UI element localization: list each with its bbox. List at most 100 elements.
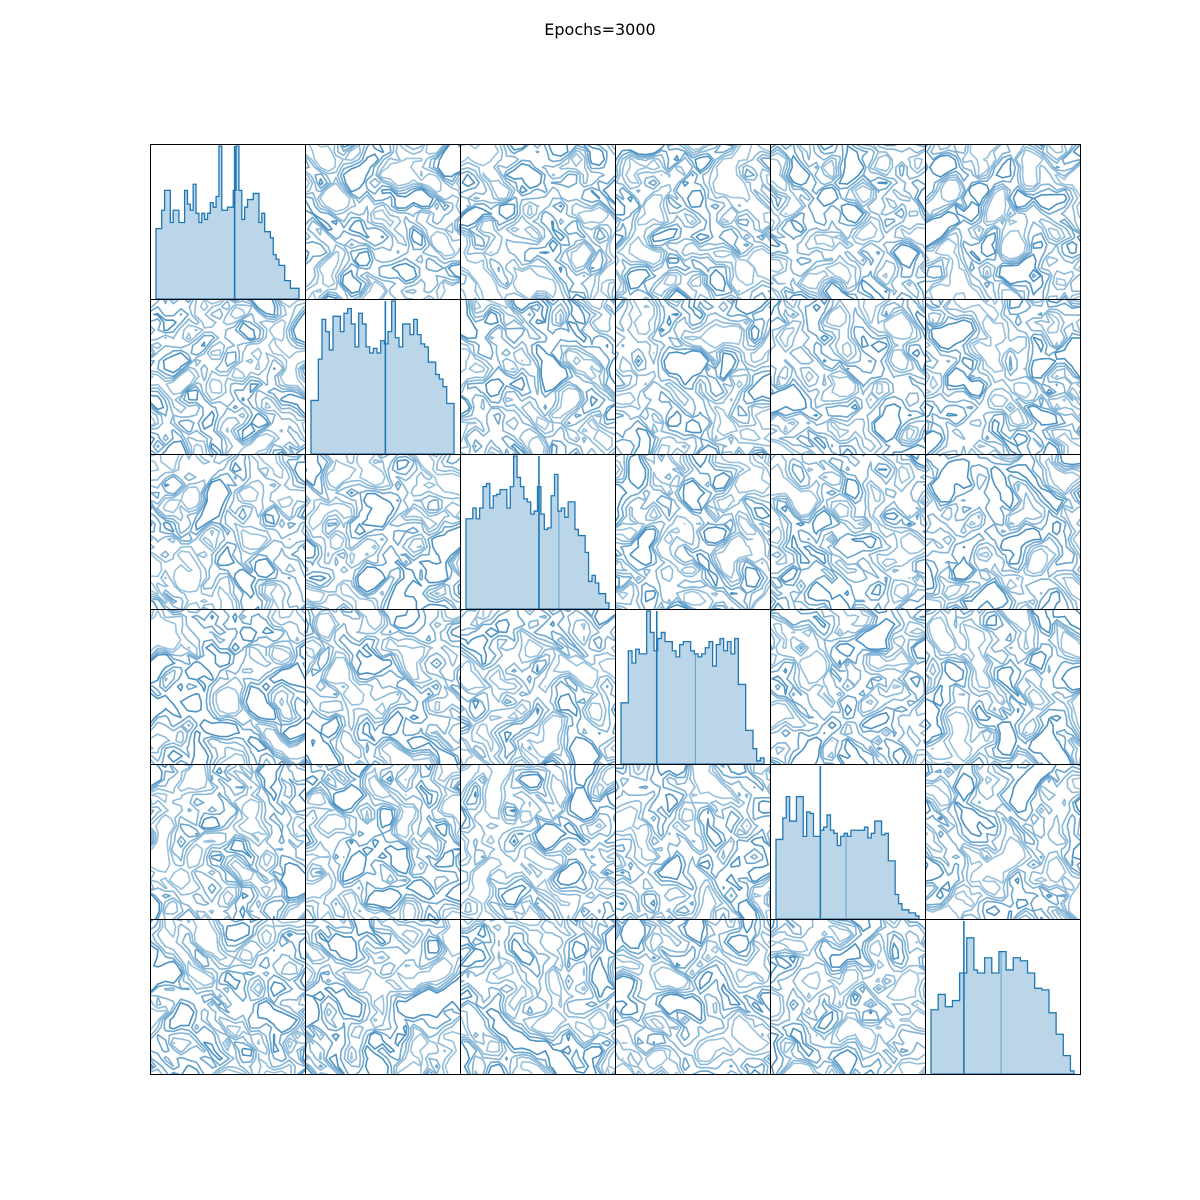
- contour-panel: [925, 299, 1081, 455]
- contour-level: [150, 609, 305, 764]
- contour-panel: [460, 144, 616, 300]
- contour-level: [305, 609, 460, 764]
- contour-level: [305, 454, 460, 609]
- diagonal-histogram-panel: [305, 299, 461, 455]
- contour-panel: [305, 454, 461, 610]
- contour-level: [150, 299, 305, 454]
- contour-level: [770, 454, 925, 609]
- contour-panel: [925, 609, 1081, 765]
- contour-level: [615, 454, 770, 609]
- contour-level: [615, 299, 770, 454]
- contour-panel: [615, 919, 771, 1075]
- contour-panel: [305, 919, 461, 1075]
- contour-level: [460, 299, 615, 454]
- contour-level: [615, 764, 770, 919]
- contour-level: [460, 919, 615, 1074]
- contour-level: [615, 454, 770, 609]
- contour-panel: [305, 764, 461, 920]
- contour-level: [925, 609, 1080, 764]
- contour-level: [770, 299, 925, 454]
- contour-panel: [615, 299, 771, 455]
- contour-level: [615, 764, 770, 919]
- contour-level: [925, 764, 1080, 919]
- contour-panel: [925, 764, 1081, 920]
- contour-level: [460, 609, 615, 764]
- contour-level: [305, 764, 460, 919]
- contour-level: [460, 919, 615, 1074]
- contour-level: [925, 144, 1080, 296]
- contour-level: [770, 299, 925, 454]
- histogram-bars: [465, 455, 610, 609]
- contour-level: [150, 609, 305, 764]
- contour-level: [305, 609, 460, 764]
- contour-panel: [770, 144, 926, 300]
- contour-panel: [150, 299, 306, 455]
- contour-level: [150, 454, 294, 609]
- contour-level: [305, 919, 460, 1074]
- contour-level: [150, 299, 305, 454]
- contour-level: [770, 609, 925, 764]
- contour-level: [770, 144, 925, 299]
- contour-level: [615, 299, 770, 454]
- contour-panel: [770, 299, 926, 455]
- contour-level: [150, 764, 305, 919]
- contour-level: [770, 144, 925, 299]
- contour-level: [460, 299, 615, 454]
- contour-level: [615, 764, 770, 919]
- contour-level: [460, 764, 615, 919]
- contour-level: [305, 144, 460, 299]
- diagonal-histogram-panel: [150, 144, 306, 300]
- contour-level: [150, 454, 305, 609]
- contour-level: [615, 299, 770, 454]
- contour-level: [460, 609, 615, 764]
- contour-level: [770, 919, 925, 1074]
- contour-level: [150, 919, 305, 1074]
- contour-level: [770, 609, 925, 764]
- contour-level: [460, 919, 615, 1074]
- panel-frame: [925, 919, 1081, 1075]
- contour-level: [925, 454, 1080, 609]
- contour-level: [925, 144, 1080, 299]
- contour-panel: [770, 454, 926, 610]
- contour-level: [770, 299, 925, 454]
- histogram-bars: [620, 610, 765, 764]
- diagonal-histogram-panel: [925, 919, 1081, 1075]
- contour-level: [925, 454, 1080, 609]
- contour-level: [925, 144, 1080, 299]
- contour-panel: [460, 299, 616, 455]
- contour-level: [150, 919, 305, 1074]
- contour-level: [925, 764, 1080, 919]
- contour-panel: [305, 609, 461, 765]
- contour-level: [615, 454, 770, 609]
- contour-level: [460, 764, 615, 919]
- contour-level: [925, 299, 1080, 454]
- contour-level: [150, 609, 305, 764]
- contour-level: [305, 454, 460, 609]
- histogram-bars: [310, 300, 455, 454]
- contour-level: [305, 144, 460, 299]
- contour-level: [615, 454, 770, 609]
- contour-panel: [150, 919, 306, 1075]
- contour-level: [770, 144, 925, 299]
- contour-panel: [615, 454, 771, 610]
- contour-level: [770, 919, 925, 1074]
- contour-level: [460, 609, 615, 764]
- contour-level: [150, 919, 305, 1074]
- contour-level: [925, 144, 1080, 299]
- contour-level: [925, 764, 1080, 919]
- contour-level: [460, 609, 615, 764]
- contour-level: [770, 919, 925, 1074]
- contour-panel: [305, 144, 461, 300]
- contour-level: [615, 144, 770, 299]
- contour-level: [305, 144, 460, 299]
- contour-level: [460, 609, 615, 764]
- contour-level: [460, 299, 615, 454]
- contour-level: [460, 919, 615, 1074]
- contour-level: [770, 454, 925, 609]
- contour-level: [460, 299, 614, 454]
- contour-level: [305, 764, 460, 919]
- contour-panel: [615, 764, 771, 920]
- contour-level: [460, 144, 615, 299]
- contour-level: [460, 919, 615, 1074]
